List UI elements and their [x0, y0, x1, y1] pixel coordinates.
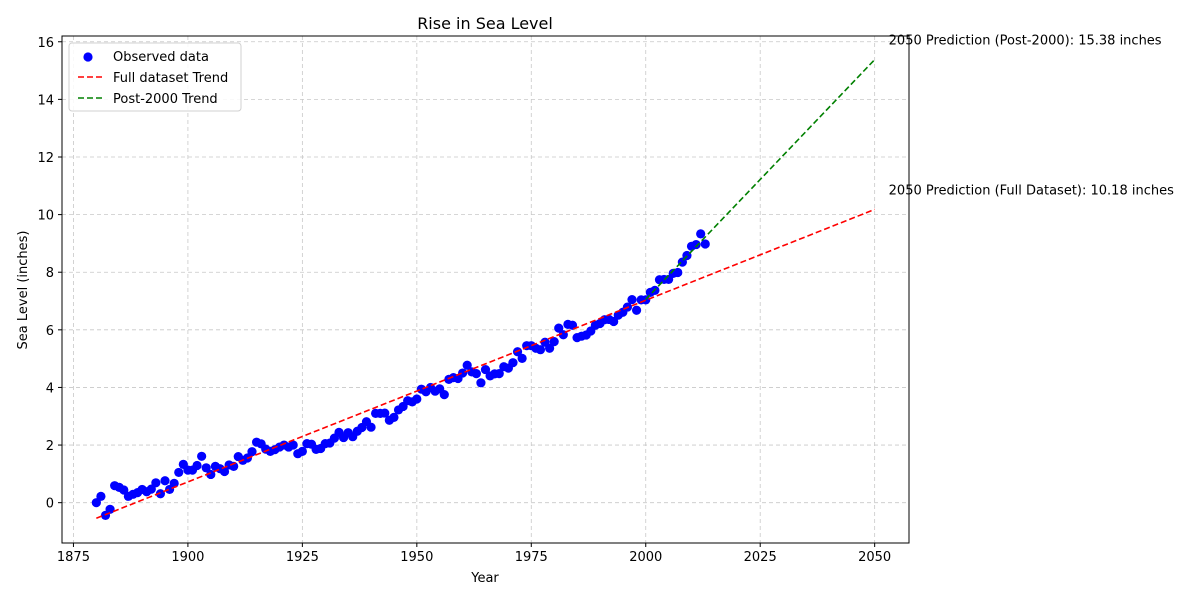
observed-point — [119, 485, 129, 495]
observed-point — [366, 422, 376, 432]
observed-point — [673, 267, 683, 278]
observed-point — [696, 229, 706, 239]
observed-point — [567, 320, 578, 330]
x-tick-label: 2050 — [858, 550, 891, 565]
legend-label: Post-2000 Trend — [113, 92, 218, 107]
observed-point — [554, 323, 564, 333]
legend-label: Full dataset Trend — [113, 71, 228, 86]
y-tick-label: 6 — [46, 324, 54, 339]
annotations: 2050 Prediction (Post-2000): 15.38 inche… — [889, 34, 1174, 199]
observed-point — [105, 504, 115, 514]
plot-area — [91, 59, 876, 520]
observed-point — [197, 451, 207, 461]
observed-point — [96, 491, 106, 501]
legend: Observed data Full dataset Trend Post-2000… — [68, 42, 242, 112]
observed-point — [91, 498, 101, 508]
legend-box — [68, 42, 242, 112]
observed-point — [517, 353, 527, 363]
annotation-full-dataset-prediction: 2050 Prediction (Full Dataset): 10.18 in… — [889, 183, 1174, 198]
observed-point — [544, 343, 555, 353]
observed-point — [412, 394, 422, 404]
observed-point — [155, 489, 166, 499]
legend-marker-observed — [83, 52, 93, 62]
observed-point — [151, 478, 161, 488]
x-tick-label: 1975 — [515, 550, 548, 565]
observed-point — [174, 467, 184, 478]
observed-point — [476, 378, 486, 388]
observed-point — [206, 469, 216, 480]
x-axis-label: Year — [470, 571, 499, 586]
observed-point — [201, 463, 211, 473]
observed-point — [627, 294, 637, 305]
observed-point — [462, 360, 472, 370]
grid — [62, 36, 909, 543]
observed-point — [508, 358, 518, 368]
observed-point — [631, 305, 642, 315]
observed-point — [549, 337, 559, 347]
observed-point — [691, 239, 701, 250]
x-tick-label: 1900 — [171, 550, 204, 565]
observed-point — [219, 466, 230, 477]
x-tick-label: 1925 — [286, 550, 319, 565]
chart-title: Rise in Sea Level — [417, 14, 553, 33]
x-tick-label: 2025 — [744, 550, 777, 565]
observed-point — [288, 440, 298, 450]
observed-point — [609, 316, 619, 327]
observed-point — [700, 239, 710, 249]
observed-point — [471, 369, 481, 379]
y-tick-label: 4 — [46, 381, 54, 396]
observed-point — [480, 364, 491, 375]
legend-label: Observed data — [113, 50, 209, 65]
x-tick-label: 2000 — [629, 550, 662, 565]
x-tick-label: 1875 — [57, 550, 90, 565]
y-tick-label: 0 — [46, 497, 54, 512]
y-tick-label: 8 — [46, 266, 54, 281]
observed-point — [192, 460, 202, 471]
plot-frame — [61, 35, 910, 544]
x-tick-label: 1950 — [400, 550, 433, 565]
y-tick-label: 10 — [37, 209, 54, 224]
y-tick-label: 16 — [37, 36, 54, 51]
full-dataset-trend-line — [96, 208, 875, 519]
observed-point — [494, 369, 504, 379]
observed-point — [439, 390, 449, 400]
observed-point — [380, 408, 390, 418]
observed-point — [535, 345, 546, 355]
y-tick-label: 14 — [37, 93, 54, 108]
observed-point — [160, 476, 170, 486]
axes: 1875 1900 1925 1950 1975 2000 2025 2050 0 2 4 6 8 10 1… — [37, 35, 910, 565]
observed-point — [389, 412, 399, 423]
y-tick-label: 2 — [46, 439, 54, 454]
annotation-post-2000-prediction: 2050 Prediction (Post-2000): 15.38 inche… — [889, 34, 1162, 49]
observed-point — [247, 447, 257, 457]
y-axis-label: Sea Level (inches) — [16, 231, 31, 350]
observed-point — [146, 484, 156, 494]
y-tick-label: 12 — [37, 151, 54, 166]
post-2000-trend-line — [645, 59, 876, 300]
observed-point — [297, 446, 307, 456]
observed-point — [458, 368, 468, 378]
